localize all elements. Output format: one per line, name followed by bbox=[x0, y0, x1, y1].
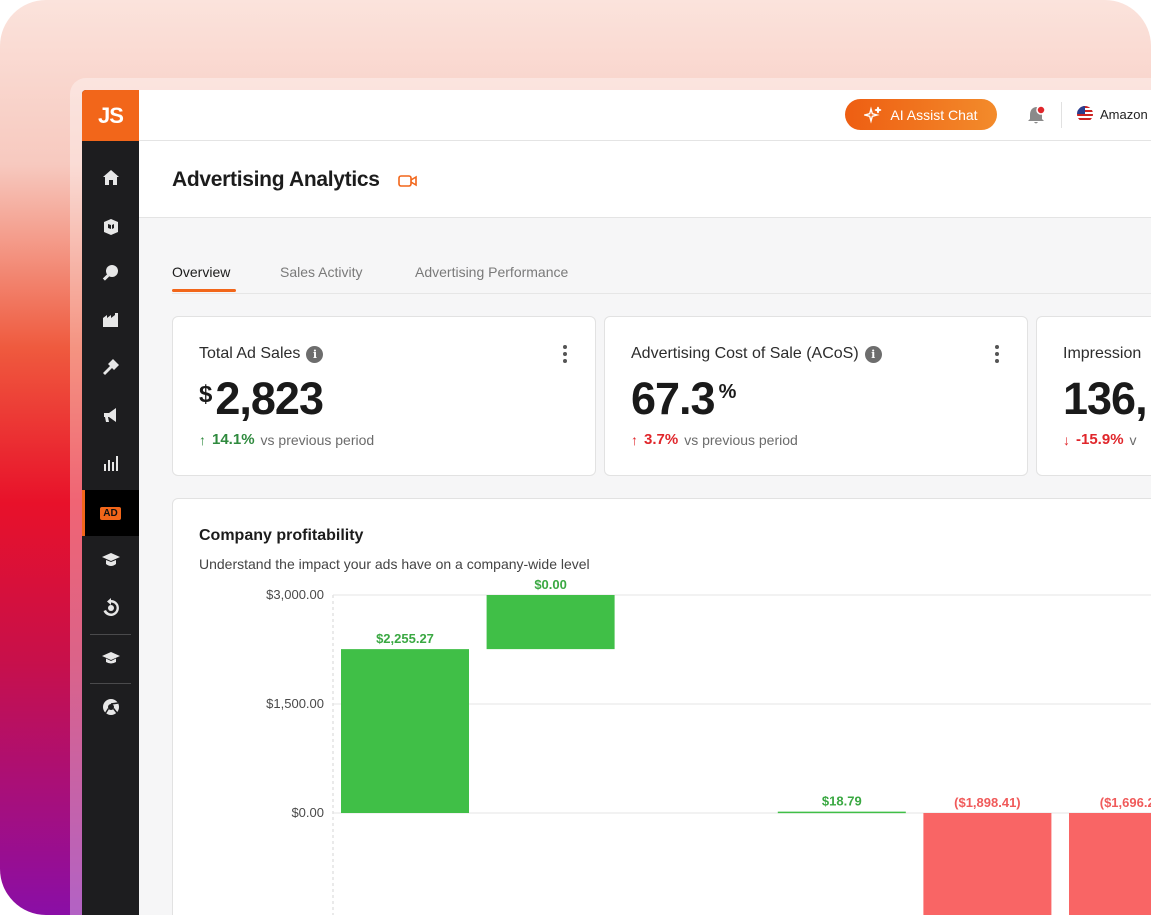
sidebar-divider bbox=[90, 683, 131, 684]
waterfall-bar bbox=[923, 813, 1052, 915]
bar-data-label: $18.79 bbox=[822, 794, 862, 809]
kpi-percent-sign: % bbox=[718, 381, 737, 403]
ai-assist-chat-label: AI Assist Chat bbox=[890, 106, 978, 123]
ad-icon: AD bbox=[100, 506, 121, 520]
company-profitability-panel: Company profitability Understand the imp… bbox=[172, 498, 1151, 915]
kpi-compare-text: vs previous period bbox=[684, 431, 798, 448]
tab-bar: Overview Sales Activity Advertising Perf… bbox=[172, 250, 1151, 294]
logo-text: JS bbox=[98, 102, 124, 128]
ai-assist-chat-button[interactable]: AI Assist Chat bbox=[845, 99, 997, 130]
y-tick-label: $3,000.00 bbox=[266, 587, 324, 602]
topbar-divider bbox=[1061, 102, 1062, 128]
panel-title: Company profitability bbox=[199, 527, 364, 544]
info-icon[interactable]: i bbox=[306, 345, 324, 363]
sidebar-item-financing[interactable] bbox=[82, 585, 139, 631]
search-icon bbox=[102, 265, 118, 281]
waterfall-bar bbox=[341, 649, 469, 813]
app-container: JS AD bbox=[82, 90, 1151, 915]
kpi-change: ↑ 14.1% vs previous period bbox=[199, 431, 374, 448]
kpi-label: Advertising Cost of Sale (ACoS) i bbox=[631, 345, 882, 363]
kpi-label: Impression bbox=[1063, 345, 1141, 363]
sidebar-item-supplier-database[interactable] bbox=[82, 297, 139, 343]
kpi-value: 67.3 % bbox=[631, 373, 736, 425]
page-title: Advertising Analytics bbox=[172, 168, 380, 191]
kpi-card-impressions: Impression 136, ↓ -15.9% v bbox=[1036, 316, 1151, 476]
y-tick-label: $0.00 bbox=[291, 805, 324, 820]
y-tick-label: $1,500.00 bbox=[266, 696, 324, 711]
money-cycle-icon bbox=[103, 598, 119, 616]
kpi-label-text: Advertising Cost of Sale (ACoS) bbox=[631, 345, 859, 362]
sidebar-item-home[interactable] bbox=[82, 155, 139, 201]
bar-data-label: $2,255.27 bbox=[376, 631, 434, 646]
kebab-menu-icon[interactable] bbox=[563, 345, 567, 363]
kpi-change-value: -15.9% bbox=[1076, 431, 1124, 448]
tab-overview[interactable]: Overview bbox=[172, 264, 231, 280]
bar-data-label: ($1,898.41) bbox=[954, 795, 1021, 810]
arrow-up-icon: ↑ bbox=[199, 431, 206, 448]
sidebar-item-academy[interactable] bbox=[82, 537, 139, 583]
us-flag-icon bbox=[1077, 106, 1093, 122]
kpi-change-value: 14.1% bbox=[212, 431, 255, 448]
sparkle-icon bbox=[864, 105, 882, 124]
store-icon bbox=[102, 313, 118, 327]
kpi-number: 67.3 bbox=[631, 373, 716, 424]
tab-sales-activity[interactable]: Sales Activity bbox=[280, 264, 363, 280]
active-tab-indicator bbox=[172, 289, 236, 292]
bar-data-label: ($1,696.24) bbox=[1100, 795, 1151, 810]
kpi-card-total-ad-sales: Total Ad Sales i $ 2,823 ↑ 14.1% vs prev… bbox=[172, 316, 596, 476]
kpi-value: $ 2,823 bbox=[199, 373, 324, 425]
arrow-down-icon: ↓ bbox=[1063, 431, 1070, 448]
kpi-change-value: 3.7% bbox=[644, 431, 679, 448]
waterfall-bar bbox=[777, 811, 906, 814]
kpi-number: 136, bbox=[1063, 373, 1148, 424]
video-tutorial-icon[interactable] bbox=[398, 173, 418, 189]
profitability-waterfall-chart: $3,000.00 $1,500.00 $0.00 $2,255.27 $0.00 $18… bbox=[266, 577, 1151, 915]
waterfall-bar bbox=[1069, 813, 1151, 915]
kpi-label-text: Total Ad Sales bbox=[199, 345, 301, 362]
kpi-compare-text: vs previous period bbox=[260, 431, 375, 448]
megaphone-icon bbox=[103, 408, 116, 422]
graduation-cap-icon bbox=[101, 652, 120, 664]
sidebar-item-product-database[interactable] bbox=[82, 203, 139, 249]
bar-data-label: $0.00 bbox=[534, 577, 567, 592]
home-icon bbox=[102, 170, 119, 185]
kpi-card-acos: Advertising Cost of Sale (ACoS) i 67.3 %… bbox=[604, 316, 1028, 476]
kpi-value: 136, bbox=[1063, 373, 1148, 425]
marketplace-label: Amazon bbox=[1100, 106, 1148, 122]
sidebar-item-advertising[interactable]: AD bbox=[82, 490, 139, 536]
kpi-currency-symbol: $ bbox=[199, 381, 213, 408]
page-header: Advertising Analytics bbox=[139, 141, 1151, 218]
arrow-up-icon: ↑ bbox=[631, 431, 638, 448]
bar-chart-icon bbox=[103, 456, 118, 471]
chrome-extension-icon bbox=[102, 699, 119, 715]
kpi-label: Total Ad Sales i bbox=[199, 345, 324, 363]
sidebar-item-extension[interactable] bbox=[82, 684, 139, 730]
product-box-icon bbox=[103, 219, 118, 235]
tab-advertising-performance[interactable]: Advertising Performance bbox=[415, 264, 569, 280]
topbar: AI Assist Chat Amazon bbox=[139, 90, 1151, 141]
notification-bell-icon[interactable] bbox=[1025, 104, 1047, 126]
panel-subtitle: Understand the impact your ads have on a… bbox=[199, 556, 590, 572]
kpi-number: 2,823 bbox=[215, 373, 324, 424]
academy-hat-icon bbox=[101, 553, 120, 566]
kebab-menu-icon[interactable] bbox=[995, 345, 999, 363]
sidebar-item-analytics[interactable] bbox=[82, 440, 139, 486]
kpi-label-text: Impression bbox=[1063, 345, 1142, 362]
kpi-compare-text: v bbox=[1129, 431, 1137, 448]
sidebar: JS AD bbox=[82, 90, 139, 915]
keyword-icon bbox=[102, 359, 119, 375]
waterfall-bar bbox=[486, 595, 615, 650]
sidebar-item-keywords[interactable] bbox=[82, 344, 139, 390]
kpi-change: ↓ -15.9% v bbox=[1063, 431, 1137, 448]
sidebar-divider bbox=[90, 634, 131, 635]
kpi-change: ↑ 3.7% vs previous period bbox=[631, 431, 798, 448]
sidebar-item-opportunity-finder[interactable] bbox=[82, 250, 139, 296]
sidebar-item-marketing[interactable] bbox=[82, 392, 139, 438]
info-icon[interactable]: i bbox=[864, 345, 882, 363]
sidebar-item-courses[interactable] bbox=[82, 635, 139, 681]
marketplace-selector[interactable]: Amazon bbox=[1077, 106, 1148, 122]
app-logo[interactable]: JS bbox=[82, 90, 139, 141]
